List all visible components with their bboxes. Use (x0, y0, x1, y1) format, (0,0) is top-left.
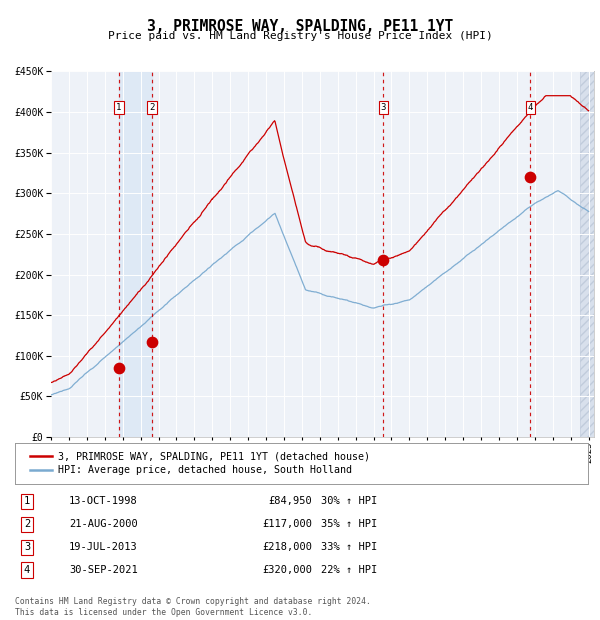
Point (114, 363, 124, 373)
Text: 1: 1 (24, 496, 30, 507)
Text: 3, PRIMROSE WAY, SPALDING, PE11 1YT: 3, PRIMROSE WAY, SPALDING, PE11 1YT (147, 19, 453, 33)
Bar (119, 71, 152, 437)
Text: 2: 2 (149, 104, 155, 112)
Text: 1: 1 (116, 104, 122, 112)
Text: £320,000: £320,000 (262, 565, 312, 575)
Text: 21-AUG-2000: 21-AUG-2000 (69, 519, 138, 529)
Point (526, 172, 535, 182)
Text: 2: 2 (24, 519, 30, 529)
Text: £218,000: £218,000 (262, 542, 312, 552)
Text: 3: 3 (381, 104, 386, 112)
Text: 4: 4 (527, 104, 533, 112)
Text: 30% ↑ HPI: 30% ↑ HPI (321, 496, 377, 507)
Text: Price paid vs. HM Land Registry's House Price Index (HPI): Price paid vs. HM Land Registry's House … (107, 31, 493, 41)
Text: 4: 4 (24, 565, 30, 575)
Text: 35% ↑ HPI: 35% ↑ HPI (321, 519, 377, 529)
Text: 3: 3 (24, 542, 30, 552)
Bar (580, 71, 600, 437)
Legend: 3, PRIMROSE WAY, SPALDING, PE11 1YT (detached house), HPI: Average price, detach: 3, PRIMROSE WAY, SPALDING, PE11 1YT (det… (26, 448, 374, 479)
Text: 30-SEP-2021: 30-SEP-2021 (69, 565, 138, 575)
Text: £84,950: £84,950 (268, 496, 312, 507)
Text: £117,000: £117,000 (262, 519, 312, 529)
Text: 13-OCT-1998: 13-OCT-1998 (69, 496, 138, 507)
Text: 33% ↑ HPI: 33% ↑ HPI (321, 542, 377, 552)
Text: 19-JUL-2013: 19-JUL-2013 (69, 542, 138, 552)
Text: 22% ↑ HPI: 22% ↑ HPI (321, 565, 377, 575)
Text: Contains HM Land Registry data © Crown copyright and database right 2024.
This d: Contains HM Land Registry data © Crown c… (15, 598, 371, 617)
Point (147, 337, 157, 347)
Point (379, 255, 388, 265)
Bar (580, 71, 600, 437)
